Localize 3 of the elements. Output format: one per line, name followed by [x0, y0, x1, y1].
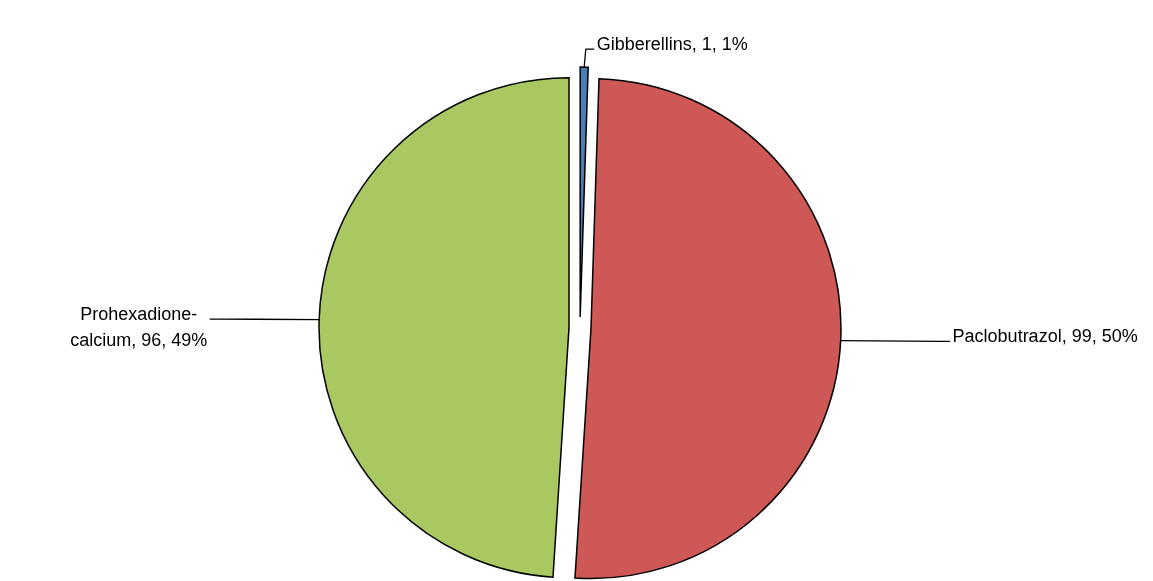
slice-label: Prohexadione-calcium, 96, 49%: [70, 304, 208, 351]
slice-label: Gibberellins, 1, 1%: [596, 34, 748, 55]
slice-label: Paclobutrazol, 99, 50%: [952, 326, 1138, 347]
